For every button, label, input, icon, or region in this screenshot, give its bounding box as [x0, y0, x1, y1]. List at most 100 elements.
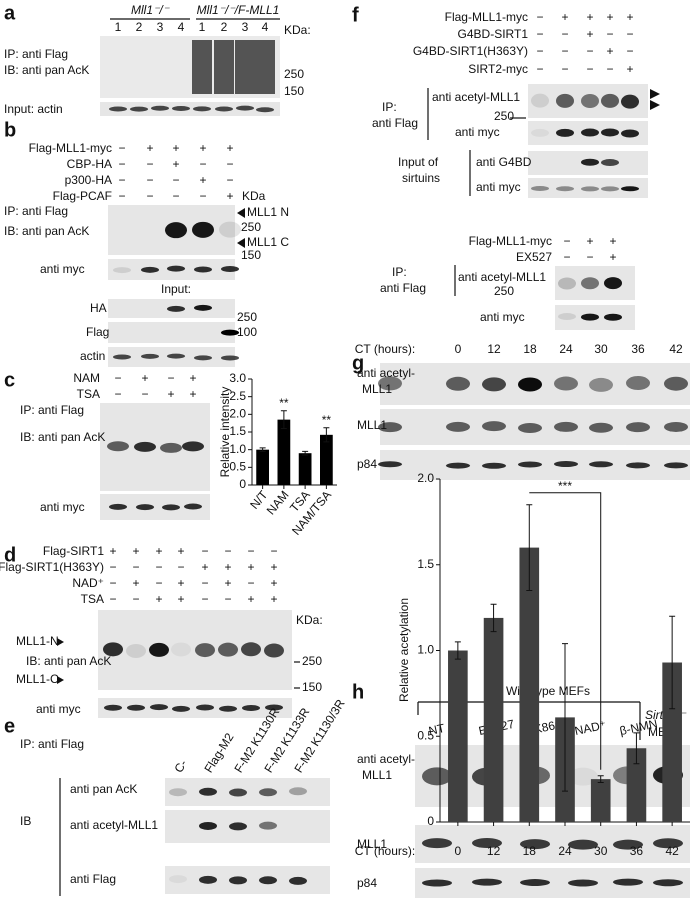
label: anti myc [40, 500, 85, 514]
label: IB: anti pan AcK [20, 430, 105, 444]
time-label: 0 [455, 342, 462, 356]
condition-sign: − [224, 592, 231, 606]
condition-label: EX527 [516, 250, 552, 264]
condition-sign: − [109, 576, 116, 590]
condition-sign: − [536, 10, 543, 24]
condition-sign: + [146, 141, 153, 155]
condition-sign: − [155, 560, 162, 574]
arrowhead [650, 89, 660, 99]
band [134, 441, 156, 452]
band [150, 704, 168, 711]
condition-sign: − [155, 576, 162, 590]
band [446, 462, 470, 469]
band [601, 186, 619, 192]
band [221, 355, 239, 361]
condition-sign: + [226, 141, 233, 155]
band [531, 93, 549, 108]
band [531, 186, 549, 192]
kda-label: KDa [242, 189, 266, 203]
band [171, 642, 191, 657]
band [581, 277, 599, 290]
error-bar [597, 775, 604, 784]
condition-sign: + [586, 234, 593, 248]
condition-sign: − [118, 173, 125, 187]
band [149, 642, 169, 657]
condition-sign: − [586, 44, 593, 58]
label: IP: anti Flag [20, 403, 84, 417]
bar [448, 650, 468, 822]
condition-sign: + [561, 10, 568, 24]
band [422, 879, 452, 887]
band [554, 421, 578, 432]
marker: 150 [302, 680, 322, 694]
band [259, 788, 277, 797]
band [259, 876, 277, 885]
significance-bracket [529, 492, 602, 770]
label: anti myc [40, 262, 85, 276]
condition-sign: + [199, 141, 206, 155]
time-label: 18 [523, 342, 537, 356]
error-bar [490, 603, 497, 633]
band [113, 354, 131, 360]
label: CT (hours): [355, 342, 415, 356]
condition-label: TSA [77, 387, 100, 401]
time-label: 42 [669, 342, 683, 356]
bar [590, 779, 611, 822]
label: MLL1 [362, 768, 392, 782]
band [289, 876, 307, 885]
band [518, 377, 542, 392]
condition-sign: + [224, 576, 231, 590]
band [664, 376, 688, 391]
smear [192, 40, 212, 94]
band [194, 355, 212, 361]
band [103, 642, 123, 657]
band [626, 376, 650, 391]
condition-label: TSA [81, 592, 104, 606]
band [589, 377, 613, 392]
condition-sign: + [141, 371, 148, 385]
bar [277, 419, 291, 485]
band [581, 158, 599, 166]
panel-letter: e [4, 715, 15, 737]
condition-sign: + [606, 44, 613, 58]
band [518, 461, 542, 468]
label: anti Flag [380, 281, 426, 295]
y-tick-label: 1.0 [229, 442, 246, 456]
label: sirtuins [402, 171, 440, 185]
label: p84 [357, 876, 377, 890]
lane-label: C- [171, 757, 190, 775]
x-tick-label: 36 [630, 844, 644, 858]
condition-sign: − [118, 189, 125, 203]
condition-sign: + [132, 544, 139, 558]
label: IB: anti pan AcK [4, 224, 89, 238]
band [194, 266, 212, 273]
band [601, 128, 619, 137]
x-tick-label: 30 [594, 844, 608, 858]
condition-label: G4BD-SIRT1 [458, 27, 529, 41]
blot [108, 322, 235, 343]
label: anti G4BD [476, 155, 532, 169]
band [556, 93, 574, 108]
band [472, 878, 502, 886]
band [520, 879, 550, 887]
band [558, 277, 576, 290]
condition-sign: + [626, 62, 633, 76]
time-label: 12 [487, 342, 501, 356]
band [162, 504, 180, 511]
arrowhead [650, 100, 660, 110]
condition-sign: − [626, 44, 633, 58]
lane-label: 3 [157, 20, 164, 34]
band [109, 106, 127, 112]
panel-letter: g [352, 352, 364, 374]
blot [528, 178, 648, 198]
label: p84 [357, 457, 377, 471]
condition-sign: + [199, 173, 206, 187]
condition-sign: − [141, 387, 148, 401]
label: HA [90, 301, 107, 315]
band [554, 376, 578, 391]
condition-sign: + [270, 592, 277, 606]
lane-label: 2 [221, 20, 228, 34]
condition-sign: + [247, 560, 254, 574]
condition-sign: − [224, 544, 231, 558]
condition-sign: − [561, 44, 568, 58]
